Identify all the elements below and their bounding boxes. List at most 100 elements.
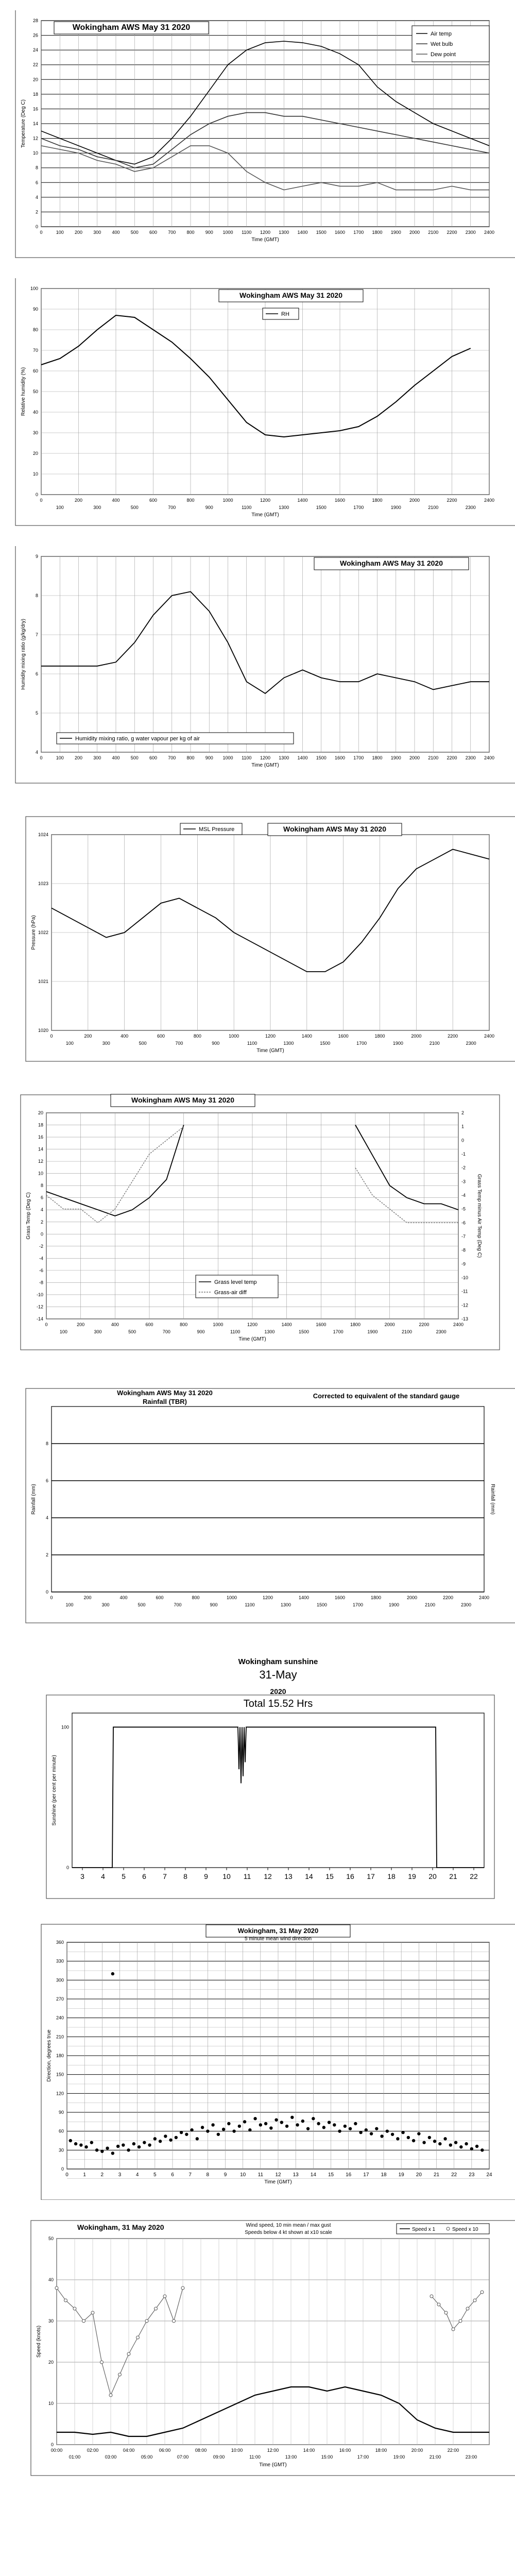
series-line-grass-air-diff [46,1126,184,1224]
x-tick-label: 12 [275,2172,281,2178]
x-tick-label: 1700 [353,230,364,235]
data-point [451,2327,455,2331]
data-point [91,2311,95,2315]
x-tick-label: 2100 [428,505,438,510]
legend-label: Grass-air diff [214,1290,247,1296]
data-point [227,2122,231,2126]
x-tick-label: 21:00 [430,2454,441,2460]
data-point [116,2144,120,2148]
legend-label: Speed x 10 [452,2227,478,2232]
data-point [438,2142,442,2146]
data-point [111,2151,115,2155]
data-point [73,2307,77,2311]
y-tick-label: 30 [59,2147,64,2153]
x-tick-label: 2200 [447,755,457,760]
x-tick-label: 19:00 [393,2454,405,2460]
x-tick-label: 900 [205,230,213,235]
x-axis-label: Time (GMT) [259,2462,287,2468]
wind-direction-panel: 0 30 60 90 120 150 180 210 240 270 300 330 360 0 1 2 3 4 5… [0,1922,515,2200]
y2-tick-label: -9 [461,1261,466,1266]
y-tick-label: 14 [33,121,38,126]
data-point [55,2286,59,2290]
x-tick-label: 17 [367,1872,375,1880]
x-tick-label: 900 [205,505,213,510]
data-point [185,2132,188,2136]
data-point [364,2128,368,2132]
x-tick-label: 03:00 [105,2454,117,2460]
x-tick-label: 10 [240,2172,246,2178]
x-tick-label: 0 [50,1595,53,1600]
y-tick-label: 10 [33,150,38,156]
x-tick-label: 2300 [461,1602,471,1607]
x-tick-label: 100 [56,505,64,510]
data-point [90,2141,94,2144]
y-tick-label: 90 [33,307,38,312]
x-tick-label: 1700 [353,755,364,760]
x-tick-label: 400 [112,230,119,235]
legend-label: MSL Pressure [199,826,234,833]
x-tick-label: 1 [83,2172,86,2178]
x-tick-label: 500 [138,1602,145,1607]
data-point [79,2143,83,2147]
x-tick-label: 200 [75,755,82,760]
x-tick-label: 1200 [260,755,270,760]
data-point [454,2141,458,2144]
y-tick-label: 180 [56,2053,64,2058]
x-tick-label: 2000 [409,498,420,503]
data-point [195,2137,199,2141]
data-point [74,2142,78,2146]
x-tick-label: 20 [428,1872,437,1880]
data-point [427,2136,432,2140]
y-tick-label: 14 [38,1147,43,1152]
y-tick-label: 40 [33,410,38,415]
data-point [473,2298,477,2302]
x-tick-label: 400 [119,1595,127,1600]
y-tick-label: 6 [36,180,38,185]
x-tick-label: 17:00 [357,2454,369,2460]
y-tick-label: -12 [37,1304,43,1309]
y-tick-label: -10 [37,1292,43,1297]
x-tick-label: 1600 [335,755,345,760]
data-point [449,2143,453,2147]
x-tick-label: 2400 [479,1595,489,1600]
x-tick-label: 01:00 [69,2454,81,2460]
data-point [190,2128,194,2132]
data-point [106,2146,109,2150]
x-tick-label: 15 [325,1872,334,1880]
x-tick-label: 1400 [297,498,307,503]
y-tick-label: 30 [33,430,38,435]
x-tick-label: 800 [192,1595,199,1600]
y-tick-label: 20 [48,2360,54,2365]
y-tick-label: 4 [36,750,38,755]
series-line-grass-level-temp [46,1125,184,1216]
data-point [64,2298,67,2302]
x-tick-label: 1800 [371,1595,381,1600]
x-tick-label: 0 [40,755,42,760]
y-tick-label: 12 [33,136,38,141]
x-tick-label: 1200 [263,1595,273,1600]
x-tick-label: 400 [111,1322,119,1327]
y-tick-label: 6 [46,1478,48,1483]
legend-label: Air temp [431,31,452,37]
x-tick-label: 500 [131,505,139,510]
y-axis-label: Humidity mixing ratio (g/kg/dry) [21,619,26,690]
x-tick-label: 200 [83,1595,91,1600]
data-point [312,2117,315,2121]
y-tick-label: 40 [48,2277,54,2282]
x-tick-label: 1300 [283,1041,294,1046]
x-tick-label: 21 [434,2172,440,2178]
title-box [314,557,469,570]
x-tick-label: 1900 [391,755,401,760]
x-tick-label: 08:00 [195,2448,207,2453]
x-tick-label: 1000 [222,230,233,235]
y-tick-label: 60 [33,368,38,374]
y-tick-label: 0 [51,2442,54,2447]
plot-area [72,1713,485,1868]
data-point [444,2311,448,2315]
y-tick-label: 20 [33,451,38,456]
x-tick-label: 2 [101,2172,104,2178]
y-tick-label: 1023 [38,881,48,886]
y2-tick-label: -2 [461,1165,466,1171]
x-tick-label: 2100 [425,1602,435,1607]
x-tick-label: 18 [387,1872,396,1880]
